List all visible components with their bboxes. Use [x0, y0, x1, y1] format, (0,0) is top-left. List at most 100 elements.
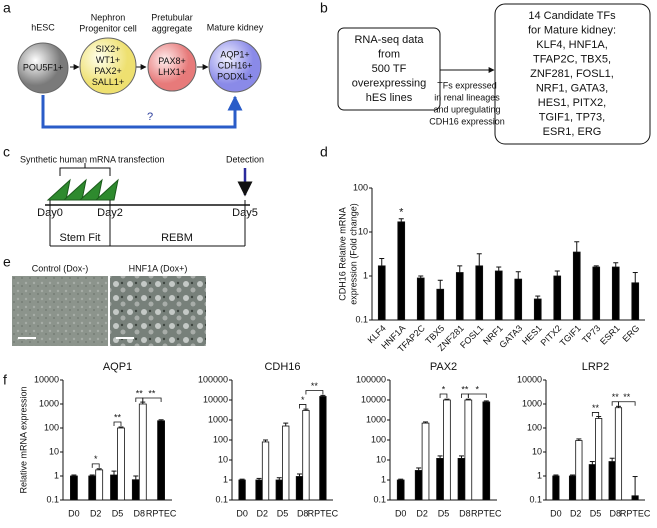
bar — [514, 278, 523, 321]
source-text: from — [378, 48, 400, 60]
significance-label: * — [301, 395, 305, 405]
bar — [138, 403, 147, 501]
y-tick-label: 10 — [218, 454, 228, 464]
significance-label: ** — [311, 381, 319, 391]
y-tick-label: 0.1 — [355, 314, 368, 324]
x-tick-label: D2 — [257, 508, 269, 518]
question: ? — [147, 111, 153, 123]
image-title: HNF1A (Dox+) — [129, 263, 188, 273]
significance-label: ** — [612, 392, 620, 402]
transfection-label: Synthetic human mRNA transfection — [20, 154, 165, 164]
bar — [70, 475, 78, 501]
source-text: 500 TF — [372, 63, 407, 75]
bar — [552, 475, 560, 501]
significance-label: ** — [148, 388, 156, 398]
criteria-text: and upregulating — [433, 104, 500, 114]
x-tick-label: D0 — [236, 508, 248, 518]
y-tick-label: 100 — [371, 434, 386, 444]
bar — [131, 479, 140, 501]
bar — [608, 461, 616, 501]
panel-label: e — [3, 254, 11, 270]
y-tick-label: 1000 — [208, 414, 228, 424]
panel-label: d — [320, 144, 328, 160]
bar — [631, 282, 640, 321]
y-axis-label: Relative mRNA expression — [18, 386, 28, 493]
significance-label: * — [476, 384, 480, 394]
y-tick-label: 10 — [49, 446, 59, 456]
y-tick-label: 10000 — [203, 394, 228, 404]
stage-circle — [208, 39, 262, 93]
stage-marker: PODXL+ — [217, 71, 253, 81]
y-tick-label: 10000 — [517, 374, 542, 384]
x-tick-label: D8 — [610, 508, 622, 518]
result-text: NRF1, GATA3, — [536, 82, 608, 94]
day-label: Day5 — [232, 207, 258, 219]
bar — [421, 422, 430, 501]
image-title: Control (Dox-) — [32, 263, 89, 273]
chart-title: PAX2 — [430, 361, 457, 373]
significance-label: ** — [592, 403, 600, 413]
stage-circle — [17, 42, 69, 94]
y-tick-label: 1000 — [39, 398, 59, 408]
stage-marker: WT1+ — [96, 55, 120, 65]
y-axis-label: expression (Fold change) — [348, 203, 358, 305]
significance-bracket — [91, 463, 100, 468]
bar — [482, 401, 491, 501]
significance-bracket — [591, 412, 600, 417]
significance-label: * — [94, 454, 98, 464]
bar — [553, 275, 562, 321]
bar — [319, 396, 327, 501]
medium-label: Stem Fit — [60, 232, 101, 244]
y-tick-label: 100 — [527, 422, 542, 432]
question-arrow — [41, 95, 243, 129]
result-text: ESR1, ERG — [543, 126, 602, 138]
stage-marker: POU5F1+ — [23, 62, 63, 72]
bar — [572, 251, 581, 321]
significance-bracket — [618, 401, 636, 406]
source-text: hES lines — [366, 92, 413, 104]
bar — [95, 469, 104, 501]
y-tick-label: 0.1 — [215, 494, 228, 504]
bar — [455, 272, 464, 321]
bar — [457, 458, 466, 501]
significance-bracket — [439, 393, 448, 398]
y-tick-label: 10 — [532, 446, 542, 456]
significance-bracket — [142, 397, 162, 402]
significance-bracket — [611, 401, 619, 406]
bar — [588, 464, 596, 501]
panel-label: c — [3, 144, 10, 160]
chart-title: CDH16 — [264, 361, 300, 373]
result-text: TFAP2C, TBX5, — [533, 53, 611, 65]
chart-title: LRP2 — [582, 361, 610, 373]
x-tick-label: D2 — [416, 508, 428, 518]
result-text: for Mature kidney: — [528, 24, 616, 36]
stage-title: Pretubular — [151, 12, 193, 22]
panel-label: a — [3, 0, 11, 16]
result-text: TGIF1, TP73, — [539, 111, 605, 123]
bar — [533, 298, 542, 321]
bar — [238, 479, 246, 501]
criteria-text: CDH16 expression — [429, 116, 505, 126]
stage-circle — [79, 37, 137, 95]
y-tick-label: 100000 — [198, 374, 228, 384]
bar — [614, 407, 623, 501]
stage-marker: AQP1+ — [220, 49, 249, 59]
bar — [611, 266, 620, 321]
chart-title: AQP1 — [103, 361, 132, 373]
bar — [302, 410, 310, 501]
x-tick-label: D5 — [590, 508, 602, 518]
stage-title: aggregate — [152, 23, 193, 33]
bar — [282, 425, 290, 501]
bar — [443, 399, 451, 501]
result-text: 14 Candidate TFs — [528, 10, 616, 22]
bar — [436, 458, 444, 501]
stage-marker: SIX2+ — [96, 44, 121, 54]
bar — [592, 266, 601, 321]
result-box — [494, 3, 651, 145]
day-label: Day2 — [97, 207, 123, 219]
bar — [88, 475, 97, 501]
y-tick-label: 10 — [358, 226, 368, 236]
x-tick-label: ESR1 — [598, 323, 622, 347]
significance-bracket — [467, 393, 487, 398]
